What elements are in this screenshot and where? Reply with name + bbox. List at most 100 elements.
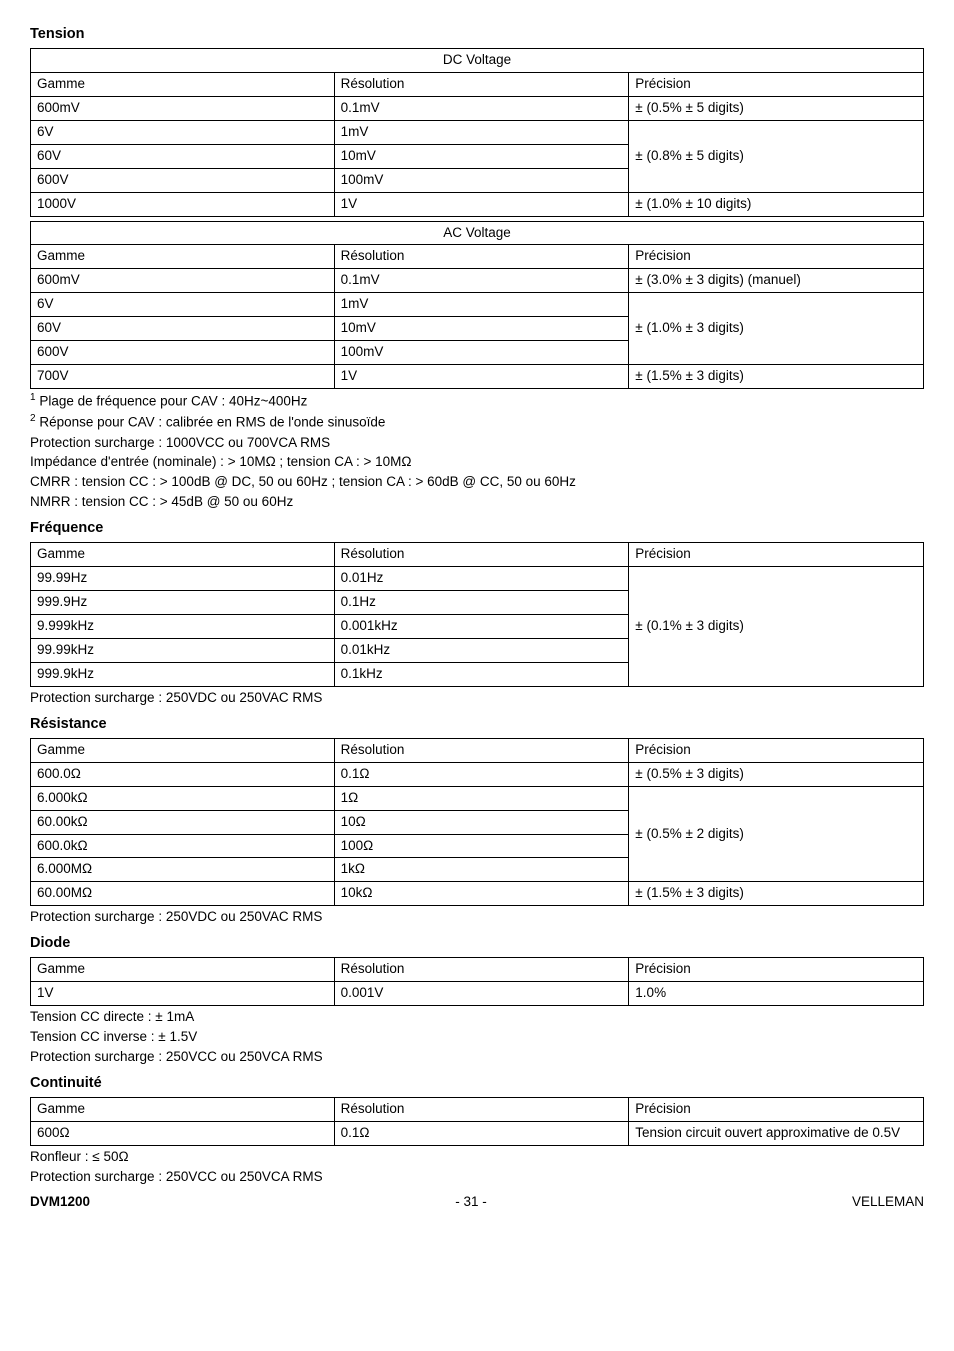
col-resolution: Résolution: [334, 245, 629, 269]
cell-resolution: 0.01Hz: [334, 567, 629, 591]
cell-precision: Tension circuit ouvert approximative de …: [629, 1122, 924, 1146]
cell-resolution: 1mV: [334, 293, 629, 317]
cell-precision: ± (0.8% ± 5 digits): [629, 120, 924, 192]
footer-model: DVM1200: [30, 1193, 90, 1212]
cell-resolution: 100Ω: [334, 834, 629, 858]
table-row: 600mV 0.1mV ± (3.0% ± 3 digits) (manuel): [31, 269, 924, 293]
note-diode: Tension CC directe : ± 1mA: [30, 1008, 924, 1027]
cell-gamme: 6.000kΩ: [31, 786, 335, 810]
col-precision: Précision: [629, 543, 924, 567]
cell-gamme: 600mV: [31, 269, 335, 293]
section-title-continuite: Continuité: [30, 1073, 924, 1093]
cell-gamme: 6V: [31, 293, 335, 317]
note-tension: 2 Réponse pour CAV : calibrée en RMS de …: [30, 412, 924, 432]
col-resolution: Résolution: [334, 738, 629, 762]
cell-precision: ± (1.5% ± 3 digits): [629, 882, 924, 906]
cell-precision: ± (0.5% ± 3 digits): [629, 762, 924, 786]
table-continuite: Gamme Résolution Précision 600Ω 0.1Ω Ten…: [30, 1097, 924, 1146]
table-row: 60.00MΩ 10kΩ ± (1.5% ± 3 digits): [31, 882, 924, 906]
note-diode: Protection surcharge : 250VCC ou 250VCA …: [30, 1048, 924, 1067]
section-title-tension: Tension: [30, 24, 924, 44]
cell-gamme: 9.999kHz: [31, 615, 335, 639]
note-continuite: Protection surcharge : 250VCC ou 250VCA …: [30, 1168, 924, 1187]
cell-precision: 1.0%: [629, 982, 924, 1006]
table-row: 6V 1mV ± (0.8% ± 5 digits): [31, 120, 924, 144]
table-row: 99.99Hz 0.01Hz ± (0.1% ± 3 digits): [31, 567, 924, 591]
cell-resolution: 1Ω: [334, 786, 629, 810]
cell-precision: ± (1.0% ± 3 digits): [629, 293, 924, 365]
table-row: 600.0Ω 0.1Ω ± (0.5% ± 3 digits): [31, 762, 924, 786]
col-gamme: Gamme: [31, 958, 335, 982]
cell-gamme: 700V: [31, 364, 335, 388]
col-gamme: Gamme: [31, 738, 335, 762]
note-tension: CMRR : tension CC : > 100dB @ DC, 50 ou …: [30, 473, 924, 492]
cell-gamme: 60V: [31, 317, 335, 341]
table-ac-voltage: AC Voltage Gamme Résolution Précision 60…: [30, 221, 924, 389]
cell-gamme: 1V: [31, 982, 335, 1006]
cell-gamme: 600mV: [31, 97, 335, 121]
cell-gamme: 60.00kΩ: [31, 810, 335, 834]
cell-resolution: 0.1mV: [334, 97, 629, 121]
note-tension: NMRR : tension CC : > 45dB @ 50 ou 60Hz: [30, 493, 924, 512]
cell-gamme: 999.9Hz: [31, 591, 335, 615]
cell-resolution: 0.001V: [334, 982, 629, 1006]
cell-precision: ± (1.0% ± 10 digits): [629, 192, 924, 216]
col-precision: Précision: [629, 1098, 924, 1122]
cell-gamme: 600V: [31, 340, 335, 364]
cell-precision: ± (0.1% ± 3 digits): [629, 567, 924, 686]
table-row: 600mV 0.1mV ± (0.5% ± 5 digits): [31, 97, 924, 121]
cell-resolution: 0.1kHz: [334, 662, 629, 686]
cell-resolution: 0.1Ω: [334, 1122, 629, 1146]
cell-resolution: 1V: [334, 192, 629, 216]
col-precision: Précision: [629, 73, 924, 97]
cell-resolution: 0.1Ω: [334, 762, 629, 786]
col-resolution: Résolution: [334, 73, 629, 97]
col-resolution: Résolution: [334, 1098, 629, 1122]
cell-gamme: 999.9kHz: [31, 662, 335, 686]
cell-gamme: 600.0Ω: [31, 762, 335, 786]
table-resistance: Gamme Résolution Précision 600.0Ω 0.1Ω ±…: [30, 738, 924, 906]
page-footer: DVM1200 - 31 - VELLEMAN: [30, 1193, 924, 1212]
col-gamme: Gamme: [31, 73, 335, 97]
table-diode: Gamme Résolution Précision 1V 0.001V 1.0…: [30, 957, 924, 1006]
table-row: 700V 1V ± (1.5% ± 3 digits): [31, 364, 924, 388]
cell-gamme: 99.99kHz: [31, 638, 335, 662]
note-tension: Protection surcharge : 1000VCC ou 700VCA…: [30, 434, 924, 453]
table-row: 600Ω 0.1Ω Tension circuit ouvert approxi…: [31, 1122, 924, 1146]
footer-brand: VELLEMAN: [852, 1193, 924, 1212]
cell-precision: ± (0.5% ± 2 digits): [629, 786, 924, 882]
cell-gamme: 600.0kΩ: [31, 834, 335, 858]
cell-resolution: 100mV: [334, 168, 629, 192]
col-gamme: Gamme: [31, 245, 335, 269]
cell-precision: ± (3.0% ± 3 digits) (manuel): [629, 269, 924, 293]
table-frequence: Gamme Résolution Précision 99.99Hz 0.01H…: [30, 542, 924, 686]
footer-page: - 31 -: [90, 1193, 852, 1212]
cell-resolution: 0.1Hz: [334, 591, 629, 615]
cell-gamme: 99.99Hz: [31, 567, 335, 591]
cell-resolution: 1kΩ: [334, 858, 629, 882]
col-precision: Précision: [629, 738, 924, 762]
cell-resolution: 10kΩ: [334, 882, 629, 906]
table-row: 6V 1mV ± (1.0% ± 3 digits): [31, 293, 924, 317]
cell-gamme: 6.000MΩ: [31, 858, 335, 882]
cell-precision: ± (1.5% ± 3 digits): [629, 364, 924, 388]
note-tension: Impédance d'entrée (nominale) : > 10MΩ ;…: [30, 453, 924, 472]
cell-gamme: 60.00MΩ: [31, 882, 335, 906]
cell-precision: ± (0.5% ± 5 digits): [629, 97, 924, 121]
col-gamme: Gamme: [31, 1098, 335, 1122]
section-title-frequence: Fréquence: [30, 518, 924, 538]
section-title-resistance: Résistance: [30, 714, 924, 734]
cell-resolution: 100mV: [334, 340, 629, 364]
cell-resolution: 10Ω: [334, 810, 629, 834]
table-row: 1V 0.001V 1.0%: [31, 982, 924, 1006]
cell-gamme: 600Ω: [31, 1122, 335, 1146]
cell-resolution: 0.001kHz: [334, 615, 629, 639]
cell-gamme: 6V: [31, 120, 335, 144]
table-row: 6.000kΩ 1Ω ± (0.5% ± 2 digits): [31, 786, 924, 810]
note-diode: Tension CC inverse : ± 1.5V: [30, 1028, 924, 1047]
table-caption: AC Voltage: [31, 221, 924, 245]
cell-gamme: 60V: [31, 144, 335, 168]
cell-resolution: 10mV: [334, 317, 629, 341]
col-precision: Précision: [629, 958, 924, 982]
note-frequence: Protection surcharge : 250VDC ou 250VAC …: [30, 689, 924, 708]
